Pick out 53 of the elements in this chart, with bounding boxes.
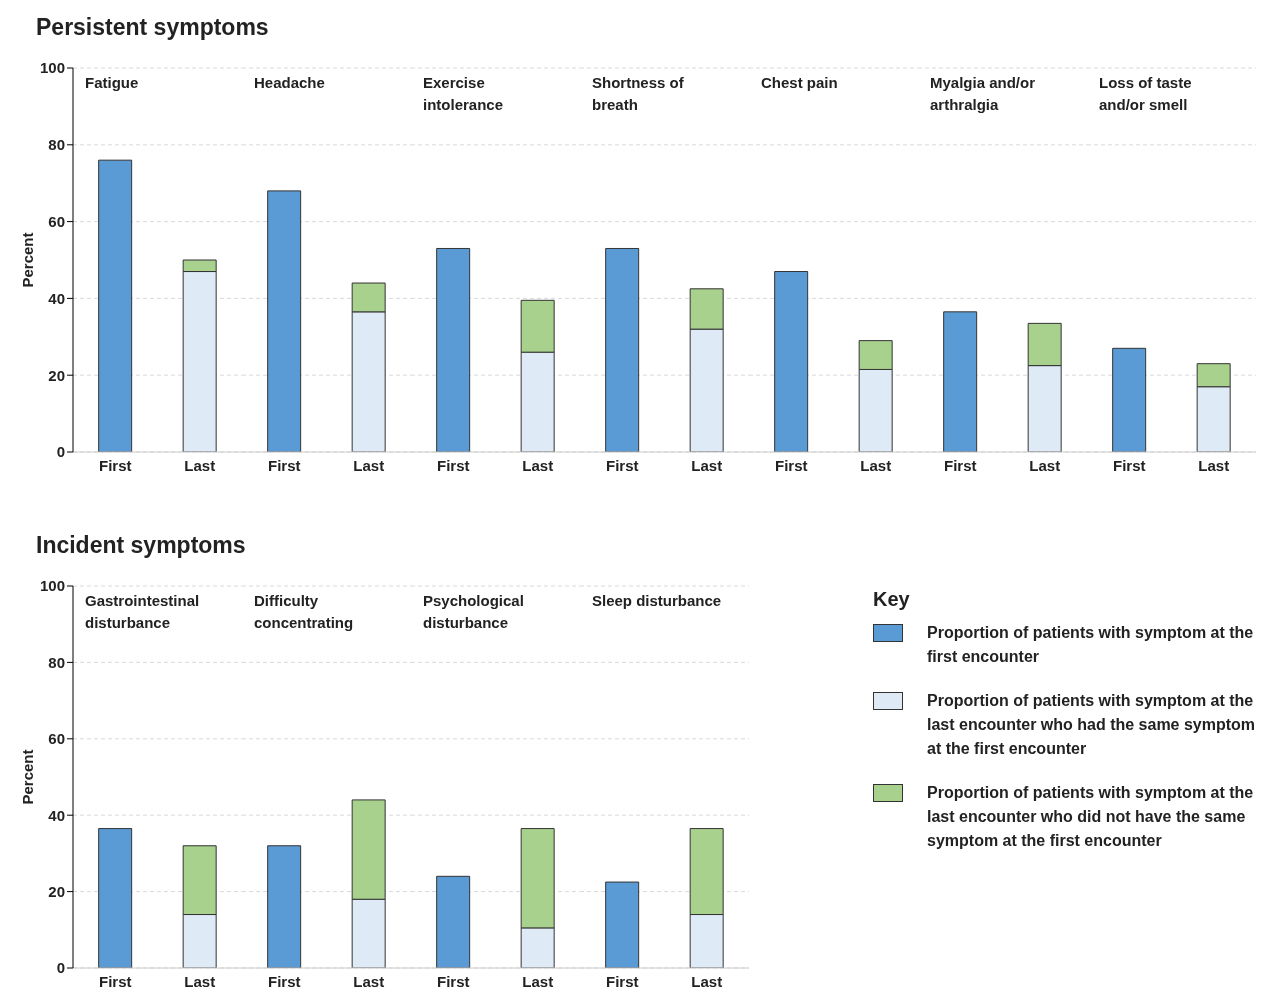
- x-tick-label: Last: [691, 972, 723, 990]
- text: Exercise intolerance: [423, 73, 505, 115]
- legend-title: Key: [873, 588, 911, 611]
- y-tick-label: 60: [48, 212, 65, 230]
- x-tick-label: First: [774, 456, 808, 474]
- x-tick-label: Last: [860, 456, 892, 474]
- legend-label: Proportion of patients with symptom at the first encounter: [927, 623, 1255, 667]
- chart-title: Sleep disturbance: [592, 591, 723, 611]
- y-tick-label: 80: [48, 136, 65, 154]
- chart-title: Headache: [254, 73, 326, 93]
- y-tick-label: 40: [48, 806, 65, 824]
- x-tick-label: First: [605, 972, 639, 990]
- y-tick-label: 40: [48, 289, 65, 307]
- y-axis-title: Percent: [19, 232, 37, 288]
- x-tick-label: Last: [691, 456, 723, 474]
- text: Shortness of breath: [592, 73, 685, 115]
- x-tick-label: Last: [184, 972, 216, 990]
- x-tick-label: First: [943, 456, 977, 474]
- x-tick-label: Last: [1029, 456, 1061, 474]
- y-tick-label: 80: [48, 653, 65, 671]
- legend-label: Proportion of patients with symptom at the last encounter who did not have the same symptom at the first encounter: [927, 783, 1255, 851]
- y-tick-label: 20: [48, 366, 65, 384]
- x-tick-label: First: [1112, 456, 1146, 474]
- text: Myalgia and/or arthralgia: [930, 73, 1037, 115]
- x-tick-label: First: [267, 456, 301, 474]
- x-tick-label: First: [436, 456, 470, 474]
- chart-title: Fatigue: [85, 73, 140, 93]
- x-tick-label: First: [605, 456, 639, 474]
- x-tick-label: First: [98, 972, 132, 990]
- y-tick-label: 60: [48, 730, 65, 748]
- text: Psychological disturbance: [423, 591, 525, 633]
- text: Loss of taste and/or smell: [1099, 73, 1193, 115]
- y-tick-label: 100: [39, 59, 65, 77]
- text: Difficulty concentrating: [254, 591, 355, 633]
- text: Gastrointestinal disturbance: [85, 591, 201, 633]
- x-tick-label: Last: [1198, 456, 1230, 474]
- y-tick-label: 0: [56, 443, 65, 461]
- x-tick-label: First: [267, 972, 301, 990]
- x-tick-label: First: [436, 972, 470, 990]
- y-axis-title: Percent: [19, 749, 37, 805]
- x-tick-label: Last: [522, 456, 554, 474]
- text: Persistent symptoms: [36, 14, 269, 41]
- text: Incident symptoms: [36, 532, 246, 559]
- x-tick-label: Last: [184, 456, 216, 474]
- x-tick-label: Last: [353, 456, 385, 474]
- y-tick-label: 20: [48, 882, 65, 900]
- y-tick-label: 0: [56, 959, 65, 977]
- x-tick-label: Last: [522, 972, 554, 990]
- x-tick-label: First: [98, 456, 132, 474]
- y-tick-label: 100: [39, 577, 65, 595]
- x-tick-label: Last: [353, 972, 385, 990]
- chart-title: Chest pain: [761, 73, 839, 93]
- legend-label: Proportion of patients with symptom at the last encounter who had the same symptom at the first encounter: [927, 691, 1257, 759]
